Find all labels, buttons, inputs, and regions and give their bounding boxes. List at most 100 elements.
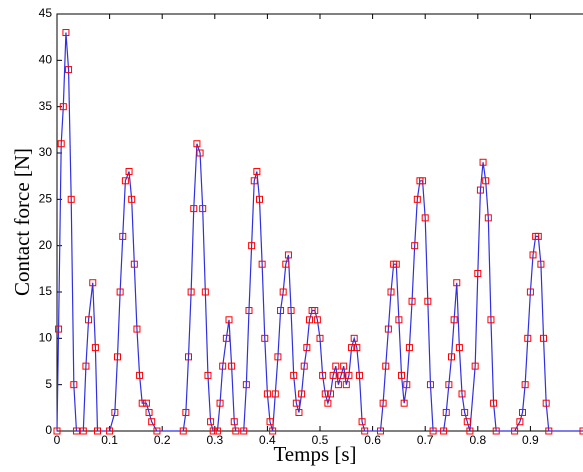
data-marker [321,390,329,398]
data-marker [332,362,340,370]
data-marker [448,353,455,361]
x-tick-label: 0.7 [417,433,434,447]
data-marker [461,408,469,416]
data-marker [67,195,75,203]
data-marker [277,307,285,315]
data-marker [106,427,114,435]
data-marker [424,297,432,305]
data-marker [219,362,227,370]
x-axis-label: Temps [s] [273,442,356,466]
data-marker [305,316,313,324]
data-marker [62,29,70,37]
data-marker [445,381,453,389]
data-marker [253,168,261,176]
data-marker [426,381,434,389]
data-marker [329,371,337,379]
data-marker [384,325,392,333]
data-marker [355,371,363,379]
data-marker [245,307,253,315]
data-marker [292,399,300,407]
data-marker [340,362,348,370]
data-marker [282,260,290,268]
y-tick-label: 25 [39,192,53,206]
data-marker [222,334,230,342]
data-marker [519,408,527,416]
data-marker [263,390,271,398]
data-marker [138,399,146,407]
data-marker [258,260,266,268]
data-marker [295,408,303,416]
data-marker [79,427,87,435]
x-tick-label: 0.1 [101,433,118,447]
data-marker [474,269,482,277]
data-marker [579,427,583,435]
data-marker [313,316,321,324]
data-marker [230,418,238,426]
x-tick-label: 0.3 [206,433,223,447]
data-marker [119,232,127,240]
data-marker [324,399,332,407]
data-marker [145,408,153,416]
data-marker [540,334,548,342]
data-marker [419,177,427,185]
data-marker [89,279,97,287]
data-marker [153,427,161,435]
data-marker [353,344,361,352]
data-marker [316,334,324,342]
data-marker [256,195,264,203]
data-marker [463,418,471,426]
x-tick-label: 0.9 [522,433,539,447]
data-marker [128,195,136,203]
data-marker [534,232,542,240]
data-marker [228,362,236,370]
data-marker [529,251,537,259]
data-marker [130,260,138,268]
y-axis-label: Contact force [N] [10,148,34,296]
data-marker [133,325,141,333]
data-marker [279,288,287,296]
data-marker [387,288,395,296]
data-marker [455,344,463,352]
data-marker [395,316,403,324]
data-marker [342,381,350,389]
data-marker [300,362,308,370]
data-marker [232,427,240,435]
x-tick-label: 0.2 [154,433,171,447]
data-marker [484,214,492,222]
data-marker [298,390,306,398]
data-marker [376,427,384,435]
y-tick-label: 20 [39,238,53,252]
y-tick-label: 45 [39,6,53,20]
data-marker [136,371,144,379]
data-marker [516,418,524,426]
data-marker [207,418,215,426]
data-marker [121,177,129,185]
y-tick-label: 10 [39,331,53,345]
data-marker [148,418,156,426]
data-marker [271,390,279,398]
data-marker [113,353,121,361]
data-marker [209,427,217,435]
data-marker [542,399,550,407]
data-marker [311,307,319,315]
data-marker [199,205,207,213]
data-marker [466,427,474,435]
data-marker [94,427,102,435]
x-tick-label: 0.6 [364,433,381,447]
y-tick-label: 30 [39,145,53,159]
data-marker [545,427,553,435]
data-marker [521,381,529,389]
data-marker [458,390,466,398]
y-tick-label: 0 [45,423,52,437]
data-marker [471,362,479,370]
data-marker [53,427,61,435]
data-marker [116,288,124,296]
data-marker [284,251,292,259]
data-marker [408,297,416,305]
data-marker [59,103,67,111]
x-tick-label: 0.4 [259,433,276,447]
data-marker [225,316,233,324]
data-marker [450,316,458,324]
